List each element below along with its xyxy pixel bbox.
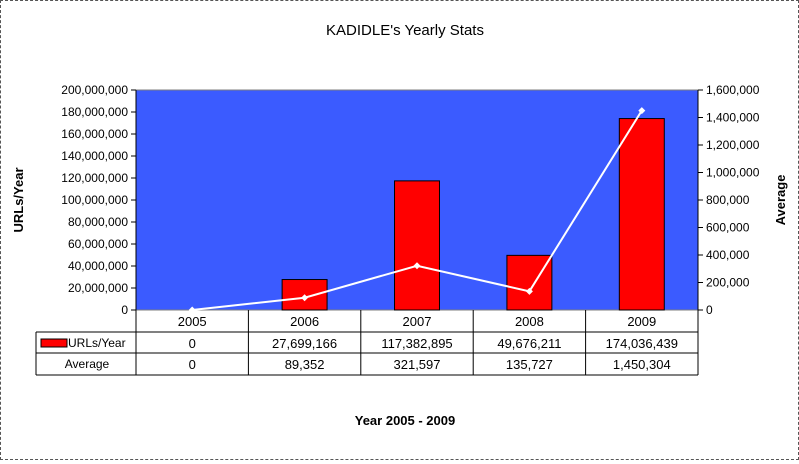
- table-cell-value: 27,699,166: [272, 336, 337, 351]
- x-category-label: 2009: [627, 314, 656, 329]
- y-tick-label: 40,000,000: [68, 259, 128, 273]
- average-point-2007: [413, 262, 421, 270]
- y-tick-label: 20,000,000: [68, 281, 128, 295]
- y2-tick-label: 200,000: [706, 276, 750, 290]
- table-cell-value: 117,382,895: [381, 336, 452, 351]
- average-point-2008: [525, 287, 533, 295]
- y-tick-label: 120,000,000: [61, 171, 128, 185]
- x-category-label: 2008: [515, 314, 544, 329]
- bar-2008: [506, 254, 553, 311]
- y-tick-label: 80,000,000: [68, 215, 128, 229]
- y-axis-right: 0 200,000 400,000 600,000 800,000 1,000,000 1,…: [697, 83, 760, 317]
- y-tick-label: 100,000,000: [61, 193, 128, 207]
- y-tick-label: 160,000,000: [61, 127, 128, 141]
- plot-area: [135, 89, 699, 314]
- average-point-2009: [638, 107, 646, 115]
- bar-2007: [394, 180, 440, 311]
- y-tick-label: 60,000,000: [68, 237, 128, 251]
- y2-tick-label: 800,000: [706, 193, 750, 207]
- average-point-2006: [301, 294, 309, 302]
- legend-label-urls: URLs/Year: [68, 336, 126, 350]
- chart-title: KADIDLE's Yearly Stats: [326, 22, 484, 39]
- y-tick-label: 200,000,000: [61, 83, 128, 97]
- legend-label-average: Average: [65, 357, 110, 371]
- y2-tick-label: 1,000,000: [706, 166, 760, 180]
- table-cell-value: 1,450,304: [613, 357, 671, 372]
- table-cell-value: 321,597: [394, 357, 441, 372]
- legend-swatch-urls: [40, 338, 68, 348]
- y2-tick-label: 1,400,000: [706, 111, 760, 125]
- x-axis-title: Year 2005 - 2009: [355, 413, 455, 428]
- x-category-label: 2006: [290, 314, 319, 329]
- table-cell-value: 174,036,439: [606, 336, 678, 351]
- y2-tick-label: 600,000: [706, 221, 750, 235]
- y2-axis-title: Average: [773, 175, 788, 226]
- table-cell-value: 135,727: [506, 357, 553, 372]
- table-cell-value: 0: [189, 357, 196, 372]
- y2-tick-label: 1,600,000: [706, 83, 760, 97]
- y-tick-label: 0: [121, 303, 128, 317]
- y-tick-label: 180,000,000: [61, 105, 128, 119]
- bar-2009: [618, 118, 665, 311]
- table-cell-value: 49,676,211: [497, 336, 561, 351]
- data-table: 2005 2006 2007 2008 2009 URLs/Year Average 0 27,…: [35, 310, 699, 376]
- x-category-label: 2007: [403, 314, 432, 329]
- y2-tick-label: 400,000: [706, 248, 750, 262]
- average-point-2005: [188, 306, 196, 314]
- y-axis-left: 0 20,000,000 40,000,000 60,000,000 80,000,00…: [61, 83, 137, 317]
- table-cell-value: 0: [189, 336, 196, 351]
- y2-tick-label: 0: [706, 303, 713, 317]
- x-category-label: 2005: [178, 314, 207, 329]
- table-cell-value: 89,352: [285, 357, 325, 372]
- y-tick-label: 140,000,000: [61, 149, 128, 163]
- y2-tick-label: 1,200,000: [706, 138, 760, 152]
- y-axis-title: URLs/Year: [11, 167, 26, 232]
